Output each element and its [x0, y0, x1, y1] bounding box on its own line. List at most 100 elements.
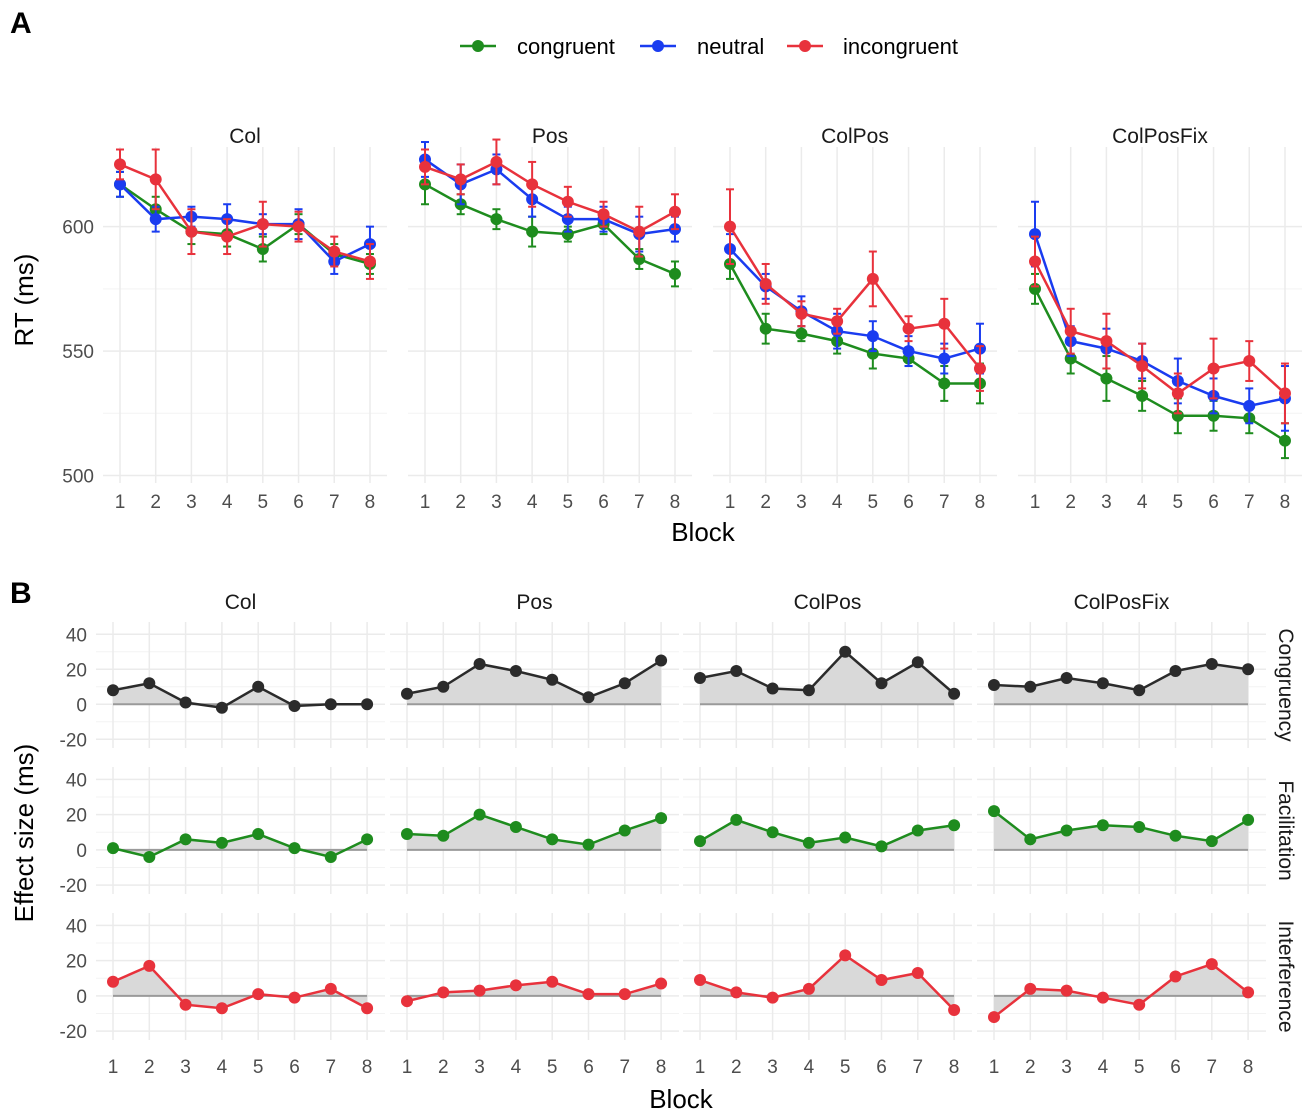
facet-title-colposfix: ColPosFix — [1074, 591, 1170, 614]
data-point-incongruent — [597, 208, 610, 221]
legend-label-incongruent: incongruent — [843, 34, 958, 59]
data-point-incongruent — [149, 173, 162, 186]
data-point-congruent — [938, 377, 951, 390]
effect-point-interference — [582, 988, 595, 1001]
x-tick-label: 6 — [289, 1057, 300, 1078]
effect-point-facilitation — [875, 840, 888, 853]
legend-marker-congruent — [472, 40, 484, 52]
effect-line-interference — [993, 962, 1249, 1019]
data-point-congruent — [1100, 372, 1113, 385]
data-point-incongruent — [363, 255, 376, 268]
effect-area-congruency — [994, 664, 1249, 705]
effect-point-interference — [288, 991, 301, 1004]
data-point-incongruent — [1171, 387, 1184, 400]
data-point-neutral — [938, 352, 951, 365]
series-line-incongruent — [424, 160, 676, 234]
legend-marker-incongruent — [799, 40, 811, 52]
effect-point-interference — [546, 975, 559, 988]
effect-point-facilitation — [546, 833, 559, 846]
effect-point-congruency — [437, 680, 450, 693]
data-point-neutral — [866, 330, 879, 343]
effect-area-facilitation — [700, 819, 955, 850]
x-tick-label: 3 — [491, 492, 502, 513]
effect-point-congruency — [875, 677, 888, 690]
effect-point-congruency — [473, 658, 486, 670]
effect-point-facilitation — [401, 828, 413, 841]
effect-point-facilitation — [730, 813, 743, 826]
effect-point-congruency — [1024, 680, 1037, 693]
data-point-incongruent — [973, 362, 986, 375]
effect-point-interference — [437, 986, 450, 999]
effect-point-interference — [1169, 970, 1182, 983]
data-point-incongruent — [490, 155, 503, 168]
effect-point-interference — [324, 982, 337, 995]
effect-point-facilitation — [766, 826, 779, 839]
effect-point-congruency — [766, 682, 779, 695]
effect-point-congruency — [107, 684, 119, 697]
effect-point-facilitation — [473, 808, 486, 821]
y-tick-label: 0 — [76, 841, 87, 862]
effect-line-facilitation — [993, 810, 1249, 843]
x-tick-label: 2 — [731, 1057, 742, 1078]
effect-point-facilitation — [324, 850, 337, 863]
effect-point-facilitation — [1205, 835, 1218, 848]
effect-point-interference — [988, 1011, 1000, 1024]
series-line-incongruent — [1033, 260, 1286, 395]
facet-title-colpos: ColPos — [821, 125, 889, 148]
data-point-incongruent — [561, 195, 574, 208]
x-tick-label: 7 — [913, 1057, 924, 1078]
facet-title-pos: Pos — [532, 125, 568, 148]
y-tick-label: -20 — [60, 1022, 87, 1043]
effect-point-facilitation — [618, 824, 631, 837]
effect-line-facilitation — [112, 832, 368, 859]
x-tick-label: 4 — [527, 492, 538, 513]
data-point-congruent — [490, 213, 503, 226]
data-point-incongruent — [292, 220, 305, 233]
y-tick-label: 20 — [66, 806, 87, 827]
data-point-neutral — [149, 213, 162, 226]
data-point-neutral — [114, 178, 126, 191]
x-tick-label: 1 — [989, 1057, 1000, 1078]
effect-area-congruency — [407, 660, 662, 705]
effect-point-facilitation — [694, 835, 706, 848]
effect-point-interference — [948, 1004, 961, 1017]
effect-point-facilitation — [107, 842, 119, 855]
effect-point-congruency — [582, 691, 595, 704]
x-tick-label: 8 — [656, 1057, 667, 1078]
x-tick-label: 1 — [1030, 492, 1041, 513]
x-tick-label: 2 — [760, 492, 771, 513]
effect-point-interference — [1242, 986, 1255, 999]
effect-area-facilitation — [407, 814, 662, 850]
data-point-neutral — [1243, 399, 1256, 412]
x-tick-label: 4 — [804, 1057, 815, 1078]
x-tick-label: 5 — [1134, 1057, 1145, 1078]
effect-point-congruency — [1133, 684, 1146, 697]
effect-point-congruency — [948, 687, 961, 700]
x-tick-label: 2 — [1025, 1057, 1036, 1078]
series-line-incongruent — [728, 225, 981, 370]
y-tick-label: 40 — [66, 916, 87, 937]
x-tick-label: 6 — [903, 492, 914, 513]
x-tick-label: 3 — [180, 1057, 191, 1078]
data-point-incongruent — [185, 225, 198, 238]
x-tick-label: 8 — [1243, 1057, 1254, 1078]
data-point-incongruent — [724, 220, 736, 233]
effect-point-congruency — [618, 677, 631, 690]
x-tick-label: 8 — [975, 492, 986, 513]
effect-point-interference — [509, 979, 522, 992]
x-tick-label: 2 — [150, 492, 161, 513]
data-point-congruent — [1278, 434, 1291, 447]
effect-point-interference — [911, 966, 924, 979]
data-point-incongruent — [419, 160, 431, 173]
x-tick-label: 1 — [725, 492, 736, 513]
effect-point-interference — [473, 984, 486, 997]
effect-point-facilitation — [1133, 820, 1146, 833]
effect-point-facilitation — [988, 805, 1000, 818]
effect-area-interference — [407, 981, 662, 1002]
effect-line-interference — [699, 953, 955, 1011]
effect-point-congruency — [730, 665, 743, 677]
effect-point-congruency — [988, 679, 1000, 691]
effect-point-congruency — [1169, 665, 1182, 677]
x-tick-label: 3 — [1101, 492, 1112, 513]
y-tick-label: 0 — [76, 695, 87, 716]
